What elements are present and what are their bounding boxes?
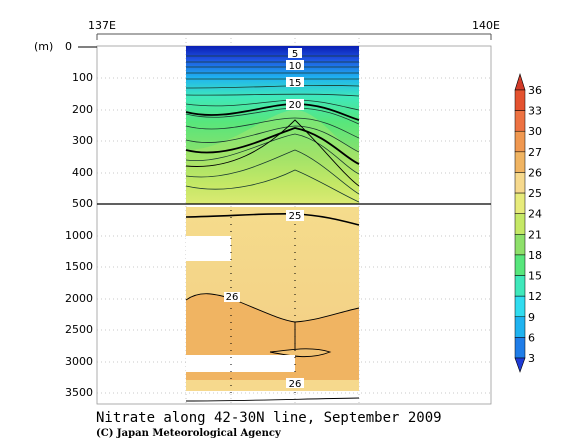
colorbar-arrow-top (514, 72, 526, 91)
y-unit-label: (m) (34, 40, 53, 53)
colorbar-segment (514, 151, 526, 173)
contour-label: 5 (292, 49, 298, 60)
contour-label: 26 (226, 292, 239, 303)
upper-dome-fill (186, 110, 359, 204)
colorbar-tick-label: 30 (528, 125, 542, 138)
y-tick: 0 (65, 40, 72, 53)
bottom-contour (185, 397, 360, 402)
colorbar-tick-label: 33 (528, 105, 542, 118)
colorbar-segment (514, 172, 526, 194)
colorbar-tick-label: 26 (528, 166, 542, 179)
colorbar-segment (514, 110, 526, 132)
contour-label: 10 (289, 61, 302, 72)
credit-text: (C) Japan Meteorological Agency (96, 428, 281, 439)
y-tick: 3000 (65, 355, 93, 368)
y-tick: 1000 (65, 229, 93, 242)
colorbar: 36 33 30 27 26 25 24 21 18 15 12 9 6 3 (514, 72, 542, 373)
contour-label: 15 (289, 78, 302, 89)
colorbar-tick-label: 27 (528, 146, 542, 159)
colorbar-arrow-bottom (514, 357, 526, 373)
contour-label: 26 (289, 379, 302, 390)
colorbar-tick-label: 25 (528, 187, 542, 200)
y-tick: 100 (72, 71, 93, 84)
y-tick: 2000 (65, 292, 93, 305)
no-data-gap-1 (186, 236, 231, 261)
colorbar-tick-label: 18 (528, 249, 542, 262)
colorbar-segment (514, 213, 526, 235)
colorbar-segment (514, 234, 526, 256)
colorbar-segment (514, 337, 526, 359)
colorbar-tick-label: 9 (528, 311, 535, 324)
colorbar-segment (514, 316, 526, 338)
y-tick: 2500 (65, 323, 93, 336)
contour-label: 25 (289, 211, 302, 222)
colorbar-segment (514, 295, 526, 318)
colorbar-tick-label: 12 (528, 290, 542, 303)
y-tick: 400 (72, 166, 93, 179)
top-tick-137e: 137E (88, 19, 116, 32)
y-tick: 200 (72, 103, 93, 116)
colorbar-tick-label: 21 (528, 228, 542, 241)
colorbar-tick-label: 6 (528, 331, 535, 344)
colorbar-segment (514, 192, 526, 214)
contour-label: 20 (289, 100, 302, 111)
chart-title: Nitrate along 42-30N line, September 200… (96, 410, 442, 426)
colorbar-segment (514, 275, 526, 297)
y-tick: 500 (72, 197, 93, 210)
y-tick: 300 (72, 134, 93, 147)
colorbar-tick-label: 36 (528, 84, 542, 97)
colorbar-tick-label: 15 (528, 270, 542, 283)
contour-26-line (185, 293, 360, 323)
colorbar-tick-label: 3 (528, 352, 535, 365)
colorbar-tick-label: 24 (528, 208, 542, 221)
top-tick-140e: 140E (472, 19, 500, 32)
no-data-gap-2 (186, 355, 295, 372)
upper-contours (185, 55, 360, 203)
contour-24-bold (185, 127, 360, 165)
colorbar-segment (514, 130, 526, 153)
contour-26-bottom-region (186, 380, 359, 391)
contour-peak (185, 119, 360, 187)
y-tick: 3500 (65, 386, 93, 399)
y-tick: 1500 (65, 260, 93, 273)
colorbar-segment (514, 254, 526, 276)
colorbar-segment (514, 89, 526, 111)
